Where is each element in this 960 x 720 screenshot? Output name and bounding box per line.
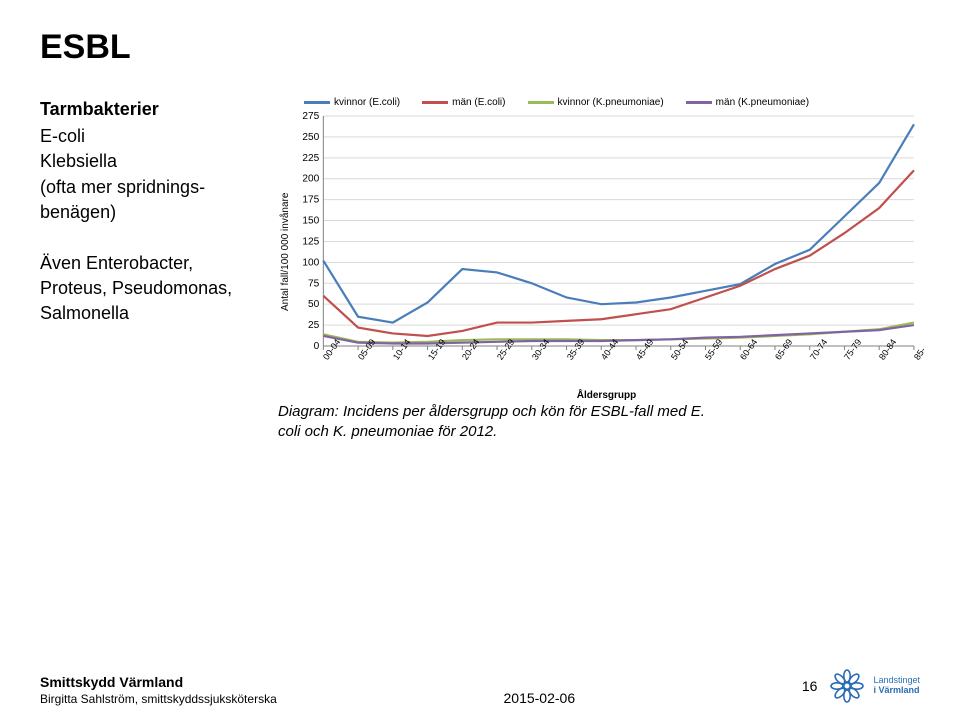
left-block-2: Även Enterobacter, Proteus, Pseudomonas,… [40, 251, 270, 327]
svg-text:50: 50 [308, 299, 320, 310]
footer-org: Smittskydd Värmland [40, 674, 277, 690]
legend-item: kvinnor (K.pneumoniae) [528, 97, 664, 108]
left-column: Tarmbakterier E-coli Klebsiella (ofta me… [40, 97, 270, 441]
footer-author: Birgitta Sahlström, smittskyddssjuksköte… [40, 692, 277, 706]
x-axis-title: Åldersgrupp [293, 390, 920, 401]
svg-text:275: 275 [302, 112, 319, 122]
legend-swatch [528, 101, 554, 104]
legend-item: män (E.coli) [422, 97, 505, 108]
chart-series [323, 124, 914, 322]
left-line: Proteus, Pseudomonas, [40, 276, 270, 301]
left-line: Klebsiella [40, 149, 270, 174]
chart-legend: kvinnor (E.coli) män (E.coli) kvinnor (K.p… [304, 97, 920, 108]
svg-text:75: 75 [308, 278, 320, 289]
legend-item: kvinnor (E.coli) [304, 97, 400, 108]
svg-text:175: 175 [302, 195, 319, 206]
chart-wrap: Antal fall/100 000 invånare 0 25 50 75 100 12… [278, 112, 920, 392]
legend-item: män (K.pneumoniae) [686, 97, 809, 108]
legend-swatch [686, 101, 712, 104]
legend-label: kvinnor (K.pneumoniae) [558, 97, 664, 108]
svg-text:0: 0 [314, 341, 320, 352]
svg-text:25: 25 [308, 320, 320, 331]
page-number: 16 [802, 678, 818, 694]
chart-column: kvinnor (E.coli) män (E.coli) kvinnor (K.p… [278, 97, 920, 441]
logo: Landstinget i Värmland [827, 666, 920, 706]
footer-right: 16 Landstinget i Värmland [802, 666, 920, 706]
svg-text:225: 225 [302, 153, 319, 164]
content-row: Tarmbakterier E-coli Klebsiella (ofta me… [40, 97, 920, 441]
legend-swatch [304, 101, 330, 104]
x-axis-labels: 00-0405-0910-1415-1920-2425-2930-3435-39… [293, 352, 920, 388]
subheading: Tarmbakterier [40, 97, 270, 122]
legend-label: män (E.coli) [452, 97, 505, 108]
legend-label: kvinnor (E.coli) [334, 97, 400, 108]
footer: Smittskydd Värmland Birgitta Sahlström, … [40, 666, 920, 706]
svg-text:125: 125 [302, 236, 319, 247]
legend-label: män (K.pneumoniae) [716, 97, 809, 108]
chart-body: 0 25 50 75 100 125 150 175 200 225 250 275 00-0405-… [293, 112, 920, 392]
caption-line: coli och K. pneumoniae för 2012. [278, 422, 920, 442]
svg-text:250: 250 [302, 132, 319, 143]
flower-icon [827, 666, 867, 706]
svg-text:200: 200 [302, 174, 319, 185]
y-axis-label: Antal fall/100 000 invånare [278, 112, 293, 392]
left-line: E-coli [40, 124, 270, 149]
footer-left: Smittskydd Värmland Birgitta Sahlström, … [40, 674, 277, 706]
logo-text-line: i Värmland [873, 686, 920, 696]
slide: ESBL Tarmbakterier E-coli Klebsiella (of… [0, 0, 960, 720]
chart-caption: Diagram: Incidens per åldersgrupp och kö… [278, 402, 920, 441]
left-line: benägen) [40, 200, 270, 225]
footer-date: 2015-02-06 [504, 690, 576, 706]
left-line: Även Enterobacter, [40, 251, 270, 276]
caption-line: Diagram: Incidens per åldersgrupp och kö… [278, 402, 920, 422]
left-line: (ofta mer spridnings- [40, 175, 270, 200]
line-chart: 0 25 50 75 100 125 150 175 200 225 250 275 [293, 112, 920, 352]
page-title: ESBL [40, 28, 920, 67]
legend-swatch [422, 101, 448, 104]
left-line: Salmonella [40, 301, 270, 326]
logo-text: Landstinget i Värmland [873, 676, 920, 696]
svg-text:100: 100 [302, 257, 319, 268]
svg-text:150: 150 [302, 216, 319, 227]
